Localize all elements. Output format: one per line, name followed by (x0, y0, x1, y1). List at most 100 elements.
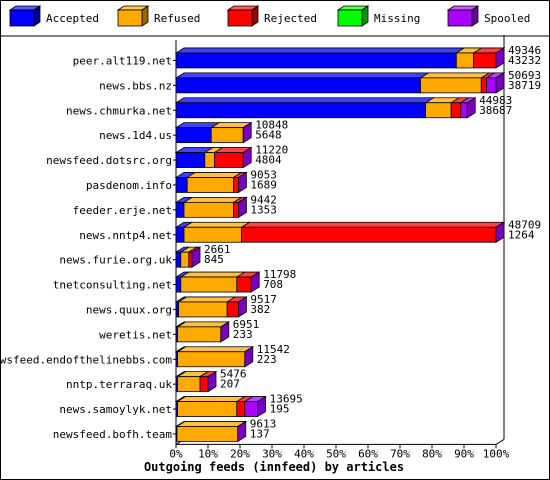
data-label-accepted: 4804 (255, 154, 282, 167)
bar-segment-spooled (460, 102, 468, 119)
category-label: nntp.terraraq.uk (66, 378, 172, 391)
category-label: news.bbs.nz (99, 79, 172, 92)
bar-newsfeed-dotsrc-org (174, 146, 253, 169)
bar-news-nntp4-net (174, 221, 506, 243)
bar-end-face (257, 395, 267, 418)
bar-segment-rejected (226, 301, 239, 318)
legend-item-accepted: Accepted (8, 5, 99, 27)
bar-segment-rejected (480, 77, 487, 94)
bar-segment-refused (178, 301, 228, 318)
data-label-accepted: 195 (270, 403, 290, 416)
bar-segment-top-accepted (174, 97, 435, 104)
x-tick-label: 50% (326, 447, 346, 460)
bar-segment-spooled (244, 401, 259, 417)
bar-segment-accepted (175, 102, 427, 119)
legend-label: Refused (154, 12, 200, 25)
bar-weretis-net (174, 321, 231, 343)
x-axis-depth-line (495, 438, 505, 445)
bar-segment-refused (210, 127, 244, 144)
bar-segment-top-refused (177, 296, 237, 303)
data-label-total: 48709 (508, 218, 541, 231)
bar-end-face (207, 370, 217, 393)
x-axis-title: Outgoing feeds (innfeed) by articles (144, 460, 404, 474)
bar-end-face (237, 171, 247, 194)
bar-segment-refused (177, 351, 246, 368)
bar-segment-accepted (175, 177, 188, 193)
bar-segment-top-refused (175, 421, 248, 427)
bar-newsfeed-endofthelinebbs-com (174, 346, 255, 368)
bar-nntp-terraraq-uk (174, 370, 218, 393)
data-label-total: 2661 (204, 243, 231, 256)
bar-pasdenom-info (174, 171, 248, 194)
bar-news-samoylyk-net (174, 395, 267, 418)
legend-swatch-side (471, 5, 479, 27)
data-label-total: 9053 (250, 168, 277, 181)
data-label-total: 13695 (270, 393, 303, 406)
bar-segment-top-refused (176, 396, 247, 402)
bar-news-chmurka-net (174, 97, 477, 119)
x-tick-label: 70% (390, 447, 410, 460)
data-label-total: 10848 (255, 119, 288, 132)
bar-segment-refused (177, 401, 238, 417)
data-label-accepted: 1353 (250, 203, 277, 216)
bar-segment-rejected (233, 201, 239, 218)
x-tick-label: 20% (230, 447, 250, 460)
category-label: newsfeed.dotsrc.org (46, 154, 172, 167)
category-label: news.nntp4.net (79, 229, 172, 242)
bar-newsfeed-bofh-team (174, 420, 248, 443)
legend-label: Spooled (484, 12, 530, 25)
bar-news-bbs-nz (174, 72, 506, 94)
data-label-total: 11220 (255, 144, 288, 157)
legend-swatch (227, 9, 253, 27)
x-tick-label: 10% (198, 447, 218, 460)
bar-segment-accepted (175, 276, 182, 293)
bar-segment-top-refused (182, 221, 251, 228)
bar-segment-refused (420, 77, 482, 94)
bar-segment-rejected (236, 276, 252, 293)
bar-segment-accepted (175, 251, 182, 268)
legend-swatch (117, 9, 143, 27)
bar-end-face (495, 72, 505, 94)
bar-end-face (250, 271, 260, 293)
bar-feeder-erje-net (174, 196, 248, 219)
x-tick-label: 30% (262, 447, 282, 460)
bar-segment-top-refused (179, 271, 247, 278)
category-label: tnetconsulting.net (53, 279, 172, 292)
bar-segment-accepted (175, 77, 421, 94)
bar-segment-rejected (233, 177, 239, 193)
data-label-accepted: 708 (263, 278, 283, 291)
bar-segment-refused (183, 201, 234, 218)
data-label-accepted: 137 (250, 427, 270, 440)
data-label-total: 49346 (508, 44, 541, 57)
bar-segment-refused (176, 426, 239, 442)
x-tick-label: 80% (422, 447, 442, 460)
legend-swatch-side (141, 5, 149, 27)
bar-end-face (495, 221, 505, 243)
bar-segment-top-refused (182, 196, 243, 203)
data-label-total: 9442 (250, 193, 277, 206)
bar-peer-alt119-net (174, 47, 506, 69)
bar-segment-top-refused (419, 72, 491, 79)
category-label: weretis.net (99, 328, 172, 341)
category-label: newsfeed.bofh.team (53, 428, 173, 441)
bar-segment-rejected (450, 102, 462, 119)
bar-news-furie-org-uk (174, 246, 202, 268)
data-label-accepted: 38719 (508, 79, 541, 92)
bar-segment-accepted (175, 201, 185, 218)
data-label-accepted: 223 (257, 353, 277, 366)
legend-item-spooled: Spooled (446, 5, 530, 27)
bar-segment-accepted (175, 127, 212, 144)
data-label-total: 11542 (257, 343, 290, 356)
bar-segment-top-refused (185, 172, 243, 178)
category-label: feeder.erje.net (73, 204, 172, 217)
bar-segment-accepted (175, 226, 185, 243)
bar-segment-top-refused (176, 346, 255, 353)
legend-swatch (9, 9, 35, 27)
bar-end-face (242, 121, 252, 144)
data-label-total: 11798 (263, 268, 296, 281)
data-label-total: 6951 (233, 318, 259, 331)
bar-end-face (237, 420, 247, 443)
bar-segment-refused (177, 326, 222, 343)
bar-segment-top-accepted (174, 47, 466, 54)
category-label: news.furie.org.uk (59, 254, 172, 267)
